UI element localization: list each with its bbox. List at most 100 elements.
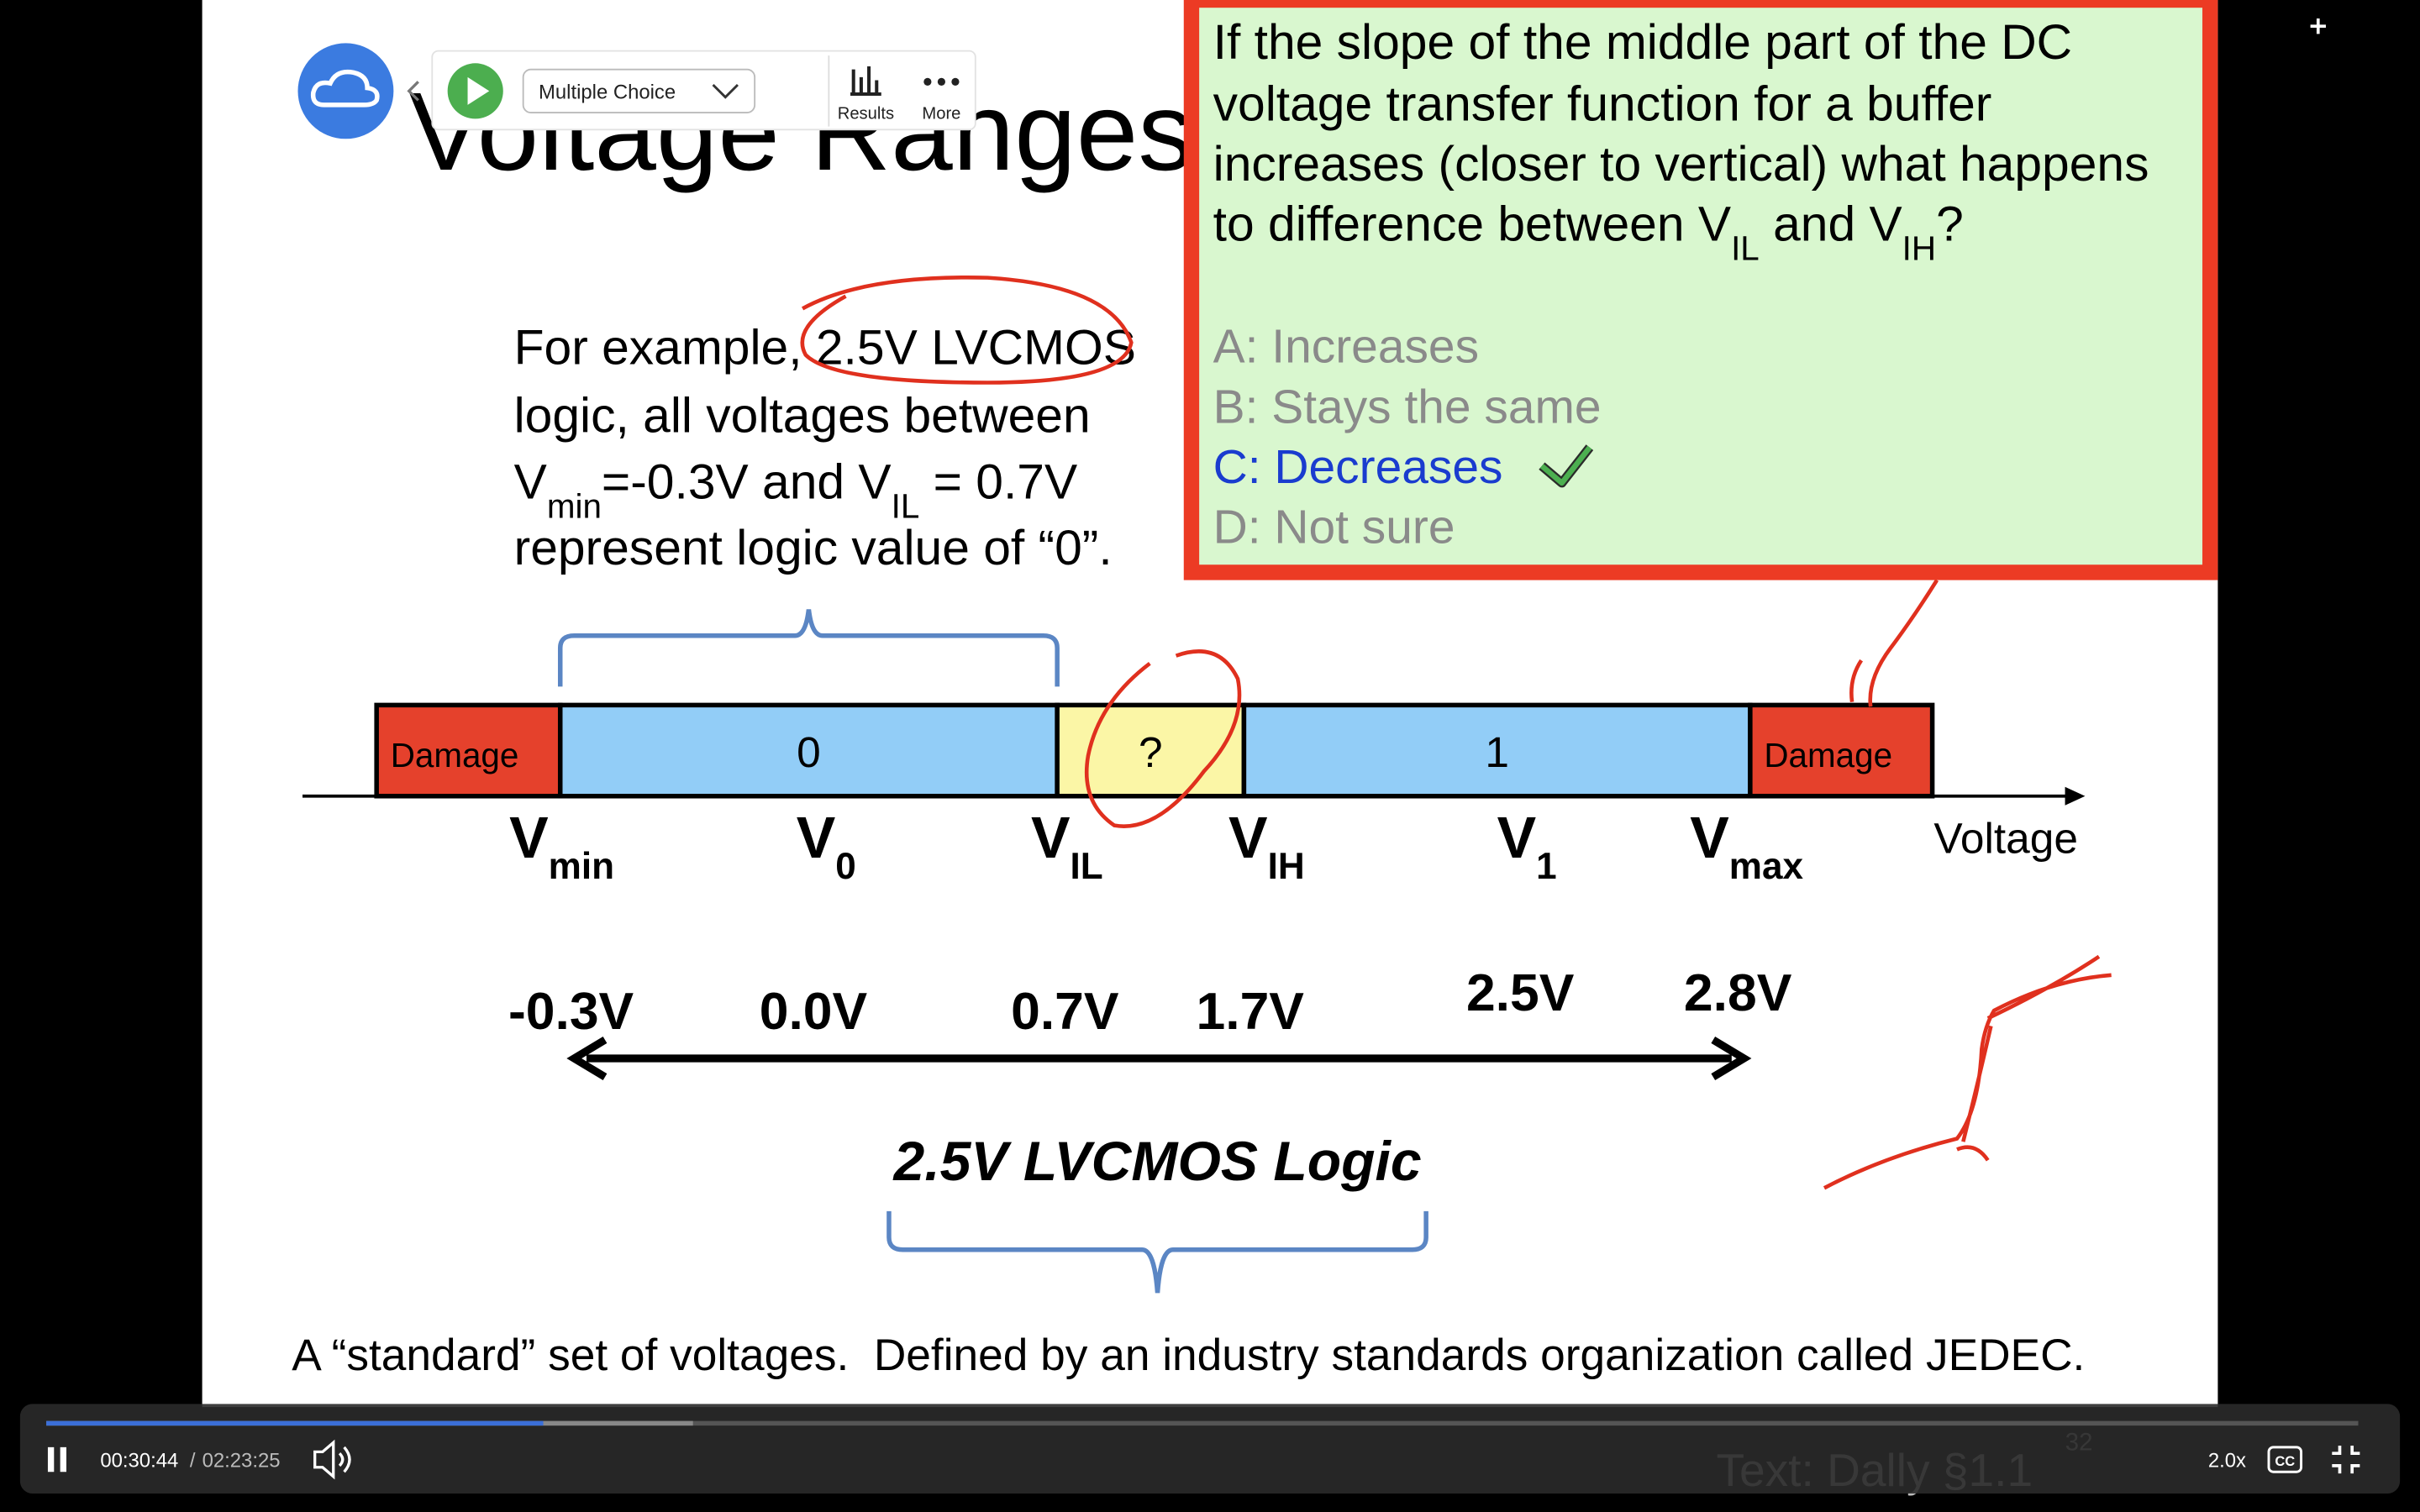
axis-labels: Vmin V0 VIL VIH V1 Vmax xyxy=(509,805,1803,887)
text-span: V xyxy=(509,805,549,870)
text-line: to difference between VIL and VIH? xyxy=(1213,197,1964,268)
text-line: If the slope of the middle part of the D… xyxy=(1213,15,2072,70)
text-span: V xyxy=(514,454,547,509)
question: If the slope of the middle part of the D… xyxy=(1213,15,2149,554)
captions-button[interactable] xyxy=(2267,1446,2303,1473)
text-span: and V xyxy=(1760,197,1902,252)
annotation-line xyxy=(1849,579,1939,707)
dot xyxy=(937,77,945,86)
voltage-value: 1.7V xyxy=(1197,982,1305,1041)
text-span: V xyxy=(1497,805,1537,870)
more-button[interactable]: More xyxy=(922,77,960,123)
band-label: 1 xyxy=(1485,727,1509,776)
captions-label: CC xyxy=(2275,1453,2295,1469)
text-line: represent logic value of “0”. xyxy=(514,521,1113,575)
text-line: Vmax xyxy=(1690,805,1803,887)
dot xyxy=(951,77,960,86)
exit-fullscreen-button[interactable] xyxy=(2332,1446,2360,1474)
collapse-button[interactable] xyxy=(407,81,419,102)
subscript: max xyxy=(1729,846,1804,887)
footer-text: A “standard” set of voltages. Defined by… xyxy=(292,1331,2085,1380)
text-span: V xyxy=(1690,805,1729,870)
pause-button[interactable] xyxy=(47,1446,66,1473)
voltage-values: -0.3V 0.0V 0.7V 1.7V 2.5V 2.8V xyxy=(508,963,1792,1041)
question-type-dropdown[interactable] xyxy=(522,68,756,113)
correct-check xyxy=(1539,445,1592,486)
results-label: Results xyxy=(838,104,894,123)
subscript: min xyxy=(547,486,602,525)
text-span: represent logic value of “0”. xyxy=(514,521,1113,575)
sparkle xyxy=(2310,18,2326,34)
speed-button[interactable]: 2.0x xyxy=(2208,1450,2246,1473)
voltage-value: 2.5V xyxy=(1466,963,1575,1022)
subscript: min xyxy=(549,846,614,887)
band xyxy=(374,702,563,799)
text-span: V xyxy=(1031,805,1071,870)
text-line: V1 xyxy=(1497,805,1557,887)
answer-option: A: Increases xyxy=(1213,320,1479,374)
more-label: More xyxy=(922,104,960,123)
question-panel xyxy=(1199,8,2203,565)
voltage-bands: Damage 0? 1 Damage xyxy=(374,702,1935,799)
axis-arrowhead xyxy=(2065,786,2086,806)
subscript: IL xyxy=(892,486,920,525)
subscript: 1 xyxy=(1536,846,1557,887)
annotation-ellipse xyxy=(800,276,1134,385)
progress-played xyxy=(46,1420,544,1426)
time-separator: / xyxy=(190,1450,196,1473)
text-span: to difference between V xyxy=(1213,197,1731,252)
player-bar xyxy=(19,1404,2401,1494)
text-span: logic, all voltages between xyxy=(514,388,1091,443)
pause-bar xyxy=(47,1446,55,1473)
answer-option: D: Not sure xyxy=(1213,501,1455,554)
band-label: Damage xyxy=(1764,736,1892,774)
brace xyxy=(557,609,1060,687)
text-span: ? xyxy=(1936,197,1964,252)
arrowheads xyxy=(566,1037,1752,1080)
band-label: Damage xyxy=(391,736,519,774)
cloud-button[interactable] xyxy=(297,43,394,139)
duration: 02:23:25 xyxy=(203,1450,281,1473)
voltage-value: 2.8V xyxy=(1684,963,1792,1022)
subscript: 0 xyxy=(835,846,856,887)
band xyxy=(1748,702,1935,799)
text-span: V xyxy=(1228,805,1268,870)
results-icon xyxy=(850,66,881,97)
text-span: = 0.7V xyxy=(919,454,1077,509)
voltage-value: 0.7V xyxy=(1011,982,1119,1041)
current-time: 00:30:44 xyxy=(100,1450,178,1473)
text-line: increases (closer to vertical) what happ… xyxy=(1213,137,2149,192)
text-line: voltage transfer function for a buffer xyxy=(1213,76,1992,131)
play-icon xyxy=(467,76,490,105)
axis-title: Voltage xyxy=(1933,814,2078,863)
dropdown-label: Multiple Choice xyxy=(539,81,676,104)
text-span: If the slope of the middle part of the D… xyxy=(1213,15,2072,70)
voltage-value: -0.3V xyxy=(508,982,634,1041)
text-span: increases (closer to vertical) what happ… xyxy=(1213,137,2149,192)
brace xyxy=(886,1210,1428,1294)
volume-button[interactable] xyxy=(313,1439,351,1480)
answer-option: B: Stays the same xyxy=(1213,380,1602,433)
subscript: IL xyxy=(1070,846,1102,887)
subscript: IH xyxy=(1268,846,1305,887)
text-line: Vmin xyxy=(509,805,614,887)
text-line: VIL xyxy=(1031,805,1103,887)
progress-track[interactable] xyxy=(46,1420,2359,1426)
band xyxy=(1241,702,1753,799)
pause-bar xyxy=(60,1446,66,1473)
text-span: V xyxy=(797,805,836,870)
text-line: Vmin=-0.3V and VIL = 0.7V xyxy=(514,454,1078,525)
text-line: V0 xyxy=(797,805,856,887)
answer-option: C: Decreases xyxy=(1213,440,1503,494)
band-label: ? xyxy=(1139,727,1163,776)
cloud-icon xyxy=(310,69,380,108)
results-button[interactable]: Results xyxy=(838,66,894,123)
annotation-sketch xyxy=(1823,954,2112,1190)
subscript: IL xyxy=(1731,229,1760,268)
subscript: IH xyxy=(1902,229,1936,268)
text-span: voltage transfer function for a buffer xyxy=(1213,76,1992,131)
dot xyxy=(923,77,932,86)
